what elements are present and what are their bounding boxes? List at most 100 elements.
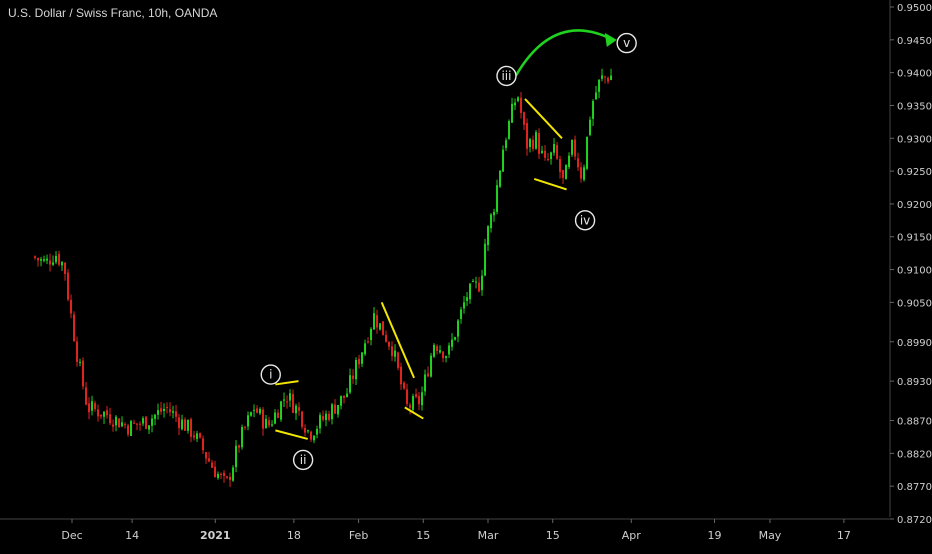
candle-body — [607, 77, 610, 82]
candle — [271, 420, 274, 428]
candle — [382, 321, 385, 336]
candle-body — [64, 262, 67, 275]
candle-body — [331, 404, 334, 420]
candle-body — [553, 144, 556, 153]
candle-body — [247, 415, 250, 427]
candle — [328, 410, 331, 422]
candle-body — [541, 150, 544, 153]
candle — [130, 419, 133, 436]
candle-body — [82, 360, 85, 387]
candle — [349, 368, 352, 395]
candle-body — [253, 409, 256, 411]
candle-body — [199, 433, 202, 438]
candle — [61, 260, 64, 271]
wave-label: ii — [292, 449, 314, 471]
candle — [262, 407, 265, 436]
candle-body — [241, 427, 244, 448]
x-tick-label: 19 — [707, 529, 721, 542]
candle-body — [142, 418, 145, 424]
candle-body — [421, 392, 424, 406]
wave-label-circle — [616, 32, 637, 54]
candle-body — [538, 132, 541, 154]
candle-body — [217, 473, 220, 479]
candle — [247, 411, 250, 431]
trendline — [275, 380, 299, 386]
candle — [274, 409, 277, 425]
wave-label-text: i — [269, 368, 272, 382]
candle-body — [592, 101, 595, 119]
candle — [394, 344, 397, 362]
candle — [280, 400, 283, 422]
candle — [67, 269, 70, 302]
candle-body — [169, 409, 172, 413]
candle — [91, 395, 94, 416]
candle — [433, 343, 436, 358]
candle-body — [52, 262, 55, 265]
candle — [514, 98, 517, 110]
candle — [496, 179, 499, 215]
candle-body — [574, 139, 577, 157]
candle — [244, 425, 247, 431]
candle — [610, 68, 613, 81]
candle — [208, 451, 211, 463]
candle — [556, 141, 559, 160]
candle — [169, 402, 172, 417]
trendline — [380, 301, 415, 379]
candle — [583, 164, 586, 182]
candle — [133, 419, 136, 424]
candle — [346, 388, 349, 398]
candle — [508, 119, 511, 140]
wave-label-text: ii — [300, 453, 307, 467]
candle-body — [475, 281, 478, 283]
candle-body — [175, 411, 178, 417]
candle — [490, 213, 493, 233]
candle — [430, 352, 433, 378]
candle-body — [379, 323, 382, 330]
candle — [286, 395, 289, 409]
x-tick-label: May — [759, 529, 782, 542]
candle — [175, 405, 178, 423]
candle-body — [343, 395, 346, 398]
x-axis: Dec 14 2021 18 Feb 15 Mar 15 Apr 19 May 17 — [0, 518, 890, 542]
candle-body — [232, 467, 235, 481]
candle — [322, 410, 325, 422]
candle-body — [322, 416, 325, 420]
candles — [34, 68, 613, 488]
candle — [202, 435, 205, 454]
candle — [160, 401, 163, 415]
candle — [253, 404, 256, 418]
candle — [397, 351, 400, 371]
candle-body — [565, 165, 568, 180]
candle-body — [529, 139, 532, 147]
candle-body — [433, 344, 436, 357]
candle — [559, 155, 562, 179]
candle-body — [424, 374, 427, 392]
candle — [484, 238, 487, 277]
candle-body — [544, 150, 547, 158]
candle-body — [403, 382, 406, 389]
candle-body — [85, 387, 88, 405]
candle — [598, 79, 601, 99]
candle-body — [352, 375, 355, 379]
candle — [127, 423, 130, 437]
candle — [259, 407, 262, 416]
candle-body — [172, 411, 175, 413]
candle — [325, 410, 328, 427]
candle-body — [514, 102, 517, 106]
candle-body — [334, 404, 337, 414]
candle — [304, 424, 307, 437]
candle — [442, 350, 445, 363]
candle-body — [187, 419, 190, 431]
candle — [343, 395, 346, 404]
candle — [40, 256, 43, 267]
candle — [196, 430, 199, 442]
candle-body — [550, 152, 553, 160]
candle-body — [166, 406, 169, 408]
candle — [241, 424, 244, 450]
